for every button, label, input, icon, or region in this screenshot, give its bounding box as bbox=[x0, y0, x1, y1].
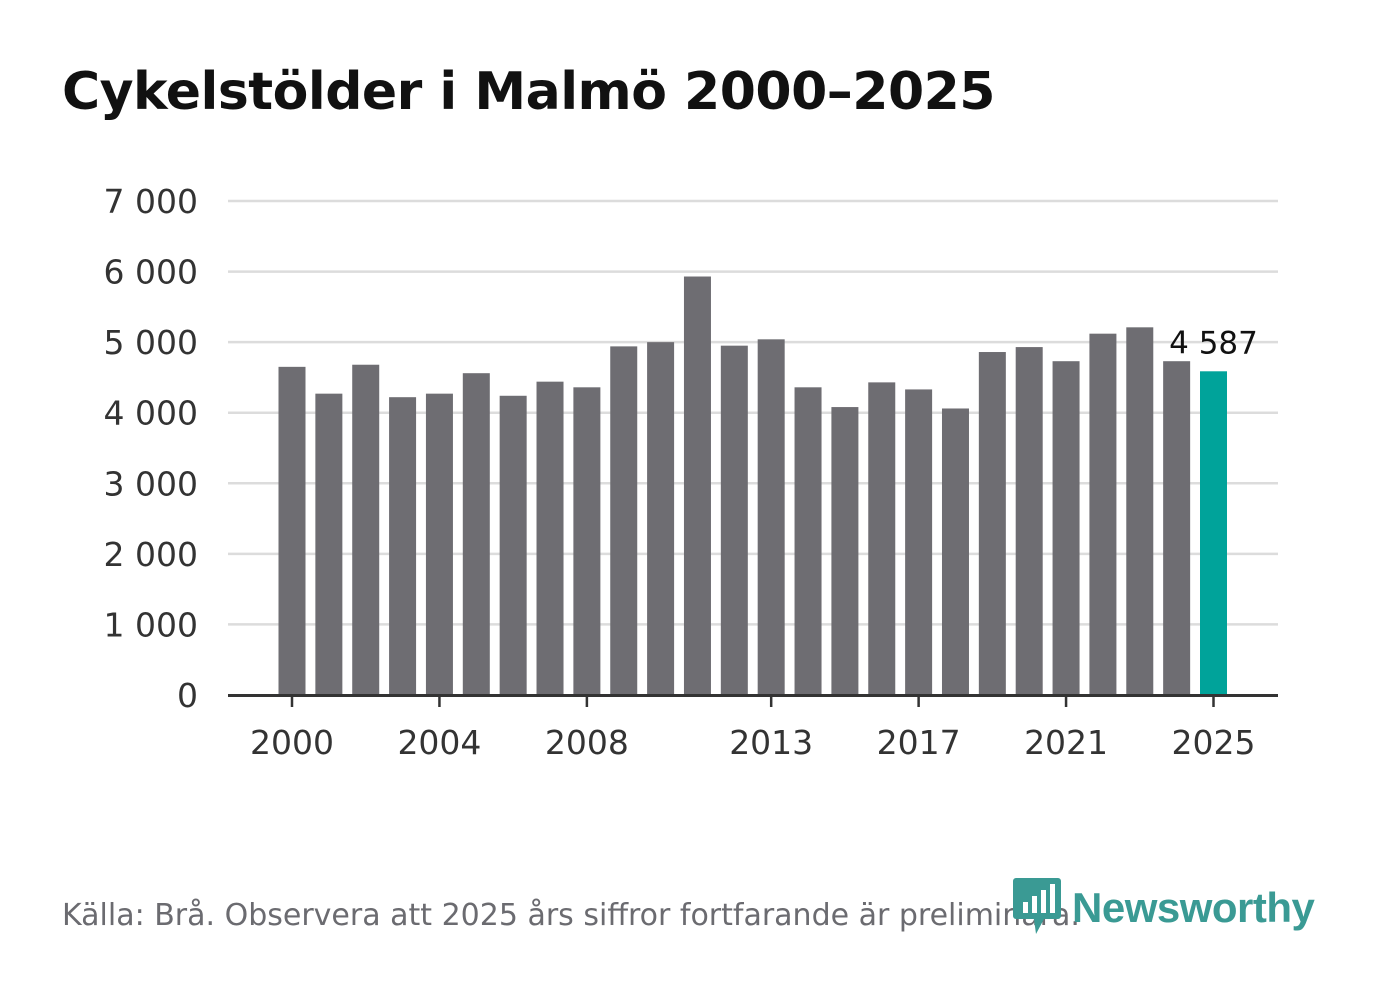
bar-2007[interactable] bbox=[536, 381, 564, 695]
x-tick-label: 2017 bbox=[877, 723, 961, 762]
bar-2011[interactable] bbox=[683, 276, 711, 695]
y-axis-labels: 0 1 000 2 000 3 000 4 000 5 000 6 000 7 000 bbox=[104, 182, 198, 715]
highlight-value-label: 4 587 bbox=[1169, 325, 1258, 361]
bar-2020[interactable] bbox=[1015, 347, 1043, 695]
bar-2004[interactable] bbox=[425, 393, 453, 695]
bar-2002[interactable] bbox=[352, 364, 380, 695]
y-tick-label: 1 000 bbox=[104, 605, 198, 644]
bar-2023[interactable] bbox=[1126, 327, 1154, 695]
bars bbox=[278, 276, 1227, 695]
bar-2005[interactable] bbox=[462, 373, 490, 695]
gridlines bbox=[228, 199, 1278, 626]
y-tick-label: 3 000 bbox=[104, 464, 198, 503]
x-tick-label: 2025 bbox=[1172, 723, 1256, 762]
y-tick-label: 2 000 bbox=[104, 535, 198, 574]
x-tick-label: 2021 bbox=[1024, 723, 1108, 762]
bar-2014[interactable] bbox=[794, 387, 822, 695]
bar-2013[interactable] bbox=[757, 339, 785, 695]
brand-name: Newsworthy bbox=[1072, 884, 1315, 931]
x-tick-label: 2008 bbox=[545, 723, 629, 762]
bar-2003[interactable] bbox=[389, 397, 417, 695]
annotations: 4 587 bbox=[1169, 325, 1258, 361]
bar-2009[interactable] bbox=[610, 346, 638, 695]
bar-2019[interactable] bbox=[978, 352, 1006, 695]
bar-2001[interactable] bbox=[315, 393, 343, 695]
bar-2017[interactable] bbox=[905, 389, 933, 695]
y-tick-label: 7 000 bbox=[104, 182, 198, 221]
bar-chart: 0 1 000 2 000 3 000 4 000 5 000 6 000 7 000 200… bbox=[104, 182, 1278, 762]
x-tick-label: 2013 bbox=[729, 723, 813, 762]
bar-2024[interactable] bbox=[1163, 361, 1191, 695]
bar-2016[interactable] bbox=[868, 382, 896, 695]
source-note: Källa: Brå. Observera att 2025 års siffr… bbox=[62, 898, 1080, 933]
bar-2012[interactable] bbox=[720, 345, 748, 695]
bar-2025[interactable] bbox=[1200, 371, 1227, 695]
bar-2021[interactable] bbox=[1052, 361, 1080, 695]
bar-2010[interactable] bbox=[647, 342, 675, 695]
bar-2006[interactable] bbox=[499, 395, 527, 695]
bar-2018[interactable] bbox=[941, 408, 969, 695]
bar-2008[interactable] bbox=[573, 387, 601, 695]
x-tick-label: 2004 bbox=[397, 723, 481, 762]
x-tick-label: 2000 bbox=[250, 723, 334, 762]
y-tick-label: 5 000 bbox=[104, 323, 198, 362]
x-axis-labels: 2000 2004 2008 2013 2017 2021 2025 bbox=[250, 697, 1255, 762]
y-tick-label: 4 000 bbox=[104, 394, 198, 433]
chart-title: Cykelstölder i Malmö 2000–2025 bbox=[62, 62, 995, 122]
bar-2000[interactable] bbox=[278, 366, 306, 695]
brand-logo[interactable]: Newsworthy bbox=[1012, 876, 1315, 940]
bar-2022[interactable] bbox=[1089, 333, 1117, 695]
y-tick-label: 0 bbox=[177, 676, 198, 715]
y-tick-label: 6 000 bbox=[104, 253, 198, 292]
bar-2015[interactable] bbox=[831, 407, 859, 695]
newsworthy-logo-icon bbox=[1012, 876, 1062, 940]
